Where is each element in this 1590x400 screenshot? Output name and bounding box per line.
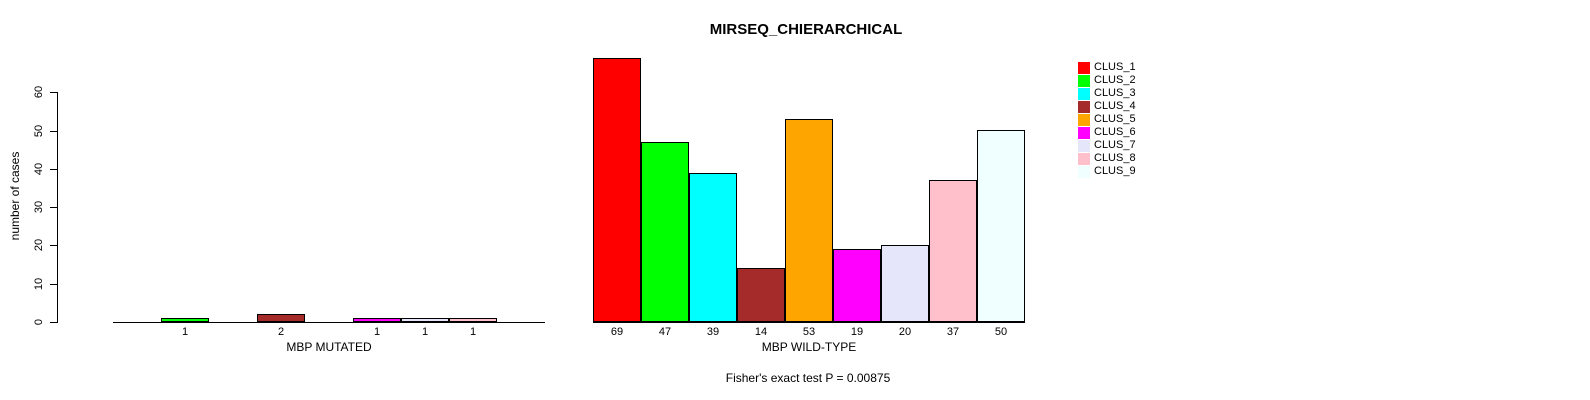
y-tick-mark <box>50 322 57 323</box>
y-tick-label: 60 <box>33 85 45 99</box>
x-axis-baseline <box>113 322 545 323</box>
legend-label: CLUS_6 <box>1094 126 1136 138</box>
bar-clus_4 <box>737 268 785 322</box>
y-tick-label: 50 <box>33 124 45 138</box>
y-tick-label: 30 <box>33 200 45 214</box>
legend-swatch-clus_8 <box>1078 153 1090 165</box>
bar-value-label: 1 <box>373 326 381 338</box>
bar-value-label: 39 <box>706 326 720 338</box>
bar-value-label: 1 <box>421 326 429 338</box>
legend-swatch-clus_4 <box>1078 101 1090 113</box>
bar-value-label: 1 <box>181 326 189 338</box>
legend-swatch-clus_6 <box>1078 127 1090 139</box>
x-axis-label-mutated: MBP MUTATED <box>286 340 372 354</box>
bar-value-label: 53 <box>802 326 816 338</box>
bar-value-label: 14 <box>754 326 768 338</box>
y-tick-mark <box>50 284 57 285</box>
bar-clus_3 <box>689 173 737 322</box>
legend-label: CLUS_1 <box>1094 61 1136 73</box>
bar-clus_2 <box>641 142 689 322</box>
bar-clus_5 <box>785 119 833 322</box>
x-axis-baseline <box>593 322 1025 323</box>
bar-clus_8 <box>449 318 497 322</box>
legend-swatch-clus_2 <box>1078 75 1090 87</box>
bar-value-label: 1 <box>469 326 477 338</box>
bar-clus_6 <box>833 249 881 322</box>
legend-label: CLUS_8 <box>1094 152 1136 164</box>
bar-clus_4 <box>257 314 305 322</box>
bar-clus_7 <box>401 318 449 322</box>
y-tick-label: 0 <box>33 318 45 326</box>
legend-label: CLUS_7 <box>1094 139 1136 151</box>
legend-label: CLUS_2 <box>1094 74 1136 86</box>
bar-clus_1 <box>593 58 641 322</box>
bar-value-label: 50 <box>994 326 1008 338</box>
y-tick-mark <box>50 207 57 208</box>
bar-clus_8 <box>929 180 977 322</box>
y-tick-mark <box>50 245 57 246</box>
bar-clus_7 <box>881 245 929 322</box>
legend-swatch-clus_1 <box>1078 62 1090 74</box>
chart-title: MIRSEQ_CHIERARCHICAL <box>709 21 903 38</box>
legend-label: CLUS_4 <box>1094 100 1136 112</box>
bar-clus_9 <box>977 130 1025 322</box>
bar-value-label: 2 <box>277 326 285 338</box>
bar-value-label: 69 <box>610 326 624 338</box>
y-tick-mark <box>50 92 57 93</box>
legend-swatch-clus_3 <box>1078 88 1090 100</box>
fisher-test-annotation: Fisher's exact test P = 0.00875 <box>725 371 891 385</box>
y-tick-mark <box>50 169 57 170</box>
bar-clus_2 <box>161 318 209 322</box>
y-tick-mark <box>50 131 57 132</box>
bar-value-label: 19 <box>850 326 864 338</box>
y-axis-title: number of cases <box>8 151 22 241</box>
legend-label: CLUS_9 <box>1094 165 1136 177</box>
legend-swatch-clus_7 <box>1078 140 1090 152</box>
y-tick-label: 40 <box>33 162 45 176</box>
y-tick-label: 20 <box>33 238 45 252</box>
y-axis-line <box>57 92 58 323</box>
bar-value-label: 37 <box>946 326 960 338</box>
bar-value-label: 20 <box>898 326 912 338</box>
legend-label: CLUS_5 <box>1094 113 1136 125</box>
legend-swatch-clus_5 <box>1078 114 1090 126</box>
legend-label: CLUS_3 <box>1094 87 1136 99</box>
x-axis-label-wild-type: MBP WILD-TYPE <box>761 340 857 354</box>
y-tick-label: 10 <box>33 277 45 291</box>
bar-value-label: 47 <box>658 326 672 338</box>
legend-swatch-clus_9 <box>1078 166 1090 178</box>
bar-clus_6 <box>353 318 401 322</box>
